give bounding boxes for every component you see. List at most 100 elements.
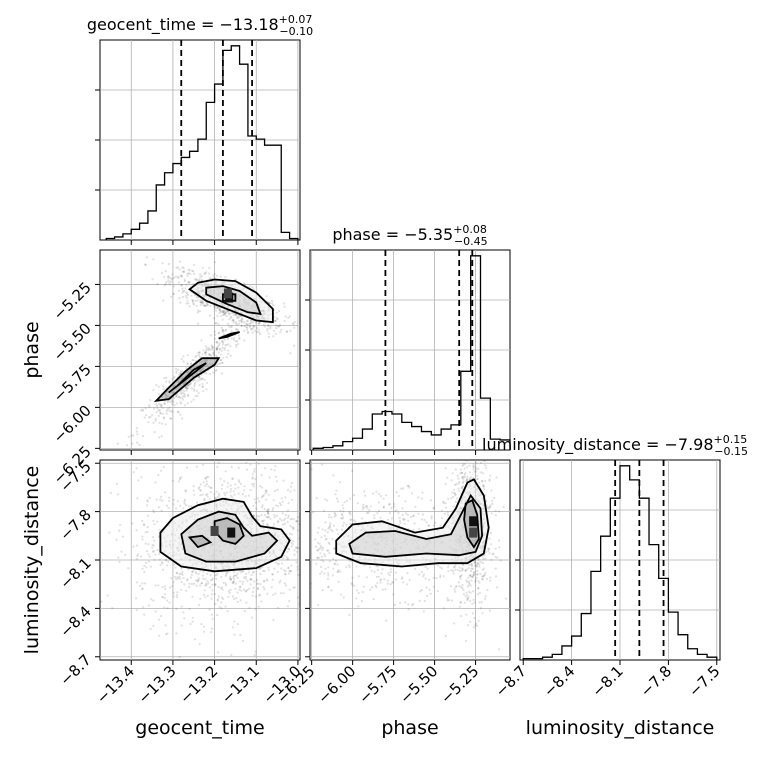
pair-geocent_time-luminosity_distance-sample (180, 572, 183, 575)
pair-geocent_time-luminosity_distance-sample (179, 577, 182, 580)
pair-phase-luminosity_distance-sample (326, 577, 330, 581)
pair-geocent_time-luminosity_distance-sample (158, 558, 161, 561)
pair-phase-luminosity_distance-sample (450, 455, 452, 457)
pair-geocent_time-luminosity_distance-sample (303, 533, 305, 535)
pair-geocent_time-luminosity_distance-sample (283, 582, 286, 585)
pair-phase-luminosity_distance-sample (349, 518, 352, 522)
pair-geocent_time-phase-sample (205, 381, 209, 384)
pair-phase-luminosity_distance-sample (451, 472, 454, 475)
pair-geocent_time-luminosity_distance-sample (210, 613, 213, 616)
pair-geocent_time-phase-sample (195, 279, 198, 282)
pair-phase-luminosity_distance-sample (361, 508, 364, 511)
pair-geocent_time-phase-sample (184, 386, 187, 389)
pair-geocent_time-phase-sample (212, 351, 215, 355)
pair-geocent_time-luminosity_distance-sample (237, 479, 241, 482)
pair-phase-luminosity_distance-sample (491, 502, 494, 505)
pair-phase-luminosity_distance-sample (452, 495, 455, 499)
pair-phase-luminosity_distance-sample (469, 620, 472, 623)
pair-geocent_time-luminosity_distance-sample (161, 499, 164, 502)
pair-phase-luminosity_distance-sample (453, 590, 457, 593)
pair-geocent_time-luminosity_distance-sample (266, 508, 269, 511)
pair-geocent_time-luminosity_distance-sample (254, 595, 258, 598)
pair-phase-luminosity_distance-peak-1 (469, 527, 478, 538)
pair-phase-luminosity_distance-sample (304, 547, 306, 549)
pair-geocent_time-luminosity_distance-sample (251, 476, 254, 479)
pair-geocent_time-phase-sample (276, 324, 279, 328)
pair-geocent_time-luminosity_distance-sample (264, 489, 267, 492)
pair-geocent_time-phase-sample (165, 412, 168, 415)
pair-geocent_time-luminosity_distance-sample (209, 574, 212, 577)
pair-phase-luminosity_distance-sample (325, 537, 328, 540)
pair-phase-luminosity_distance-sample (483, 460, 486, 463)
pair-geocent_time-luminosity_distance-sample (290, 564, 293, 567)
pair-geocent_time-phase-sample (171, 277, 174, 280)
pair-geocent_time-phase-sample (173, 276, 176, 279)
pair-geocent_time-phase-sample (249, 322, 253, 325)
pair-geocent_time-phase-sample (194, 278, 197, 281)
pair-geocent_time-phase-sample (267, 324, 270, 327)
pair-geocent_time-luminosity_distance-sample (266, 510, 269, 513)
pair-geocent_time-luminosity_distance-sample (276, 488, 279, 491)
pair-phase-luminosity_distance-sample (447, 497, 450, 500)
pair-geocent_time-phase-sample (274, 319, 277, 322)
pair-geocent_time-phase-sample (162, 417, 165, 420)
pair-geocent_time-phase-sample (155, 402, 158, 405)
pair-geocent_time-luminosity_distance-sample (232, 576, 235, 579)
pair-geocent_time-luminosity_distance-sample (165, 504, 168, 507)
pair-phase-luminosity_distance-sample (352, 519, 356, 522)
pair-geocent_time-phase-sample (293, 344, 296, 347)
pair-geocent_time-phase-sample (266, 327, 269, 330)
pair-phase-luminosity_distance-sample (488, 547, 491, 551)
pair-geocent_time-phase-sample (192, 359, 195, 362)
pair-geocent_time-phase-sample (245, 320, 248, 323)
pair-phase-luminosity_distance-sample (384, 494, 388, 497)
pair-phase-luminosity_distance-sample (469, 600, 472, 603)
pair-geocent_time-luminosity_distance-sample (224, 493, 227, 497)
pair-geocent_time-luminosity_distance-sample (115, 538, 118, 541)
pair-geocent_time-phase-sample (303, 352, 305, 354)
pair-phase-luminosity_distance-sample (329, 528, 333, 531)
pair-geocent_time-luminosity_distance-sample (180, 605, 183, 608)
pair-geocent_time-luminosity_distance-sample (106, 594, 109, 597)
pair-phase-luminosity_distance-sample (484, 550, 488, 554)
pair-geocent_time-luminosity_distance-sample (283, 569, 286, 572)
pair-geocent_time-phase-sample (218, 342, 221, 345)
pair-geocent_time-phase-sample (262, 323, 265, 326)
pair-phase-luminosity_distance-sample (435, 576, 438, 580)
pair-geocent_time-luminosity_distance-sample (218, 494, 221, 497)
pair-geocent_time-phase-sample (246, 323, 249, 326)
pair-phase-luminosity_distance-sample (429, 592, 432, 595)
pair-geocent_time-phase-sample (197, 392, 200, 395)
pair-geocent_time-phase-sample (213, 353, 216, 356)
pair-geocent_time-luminosity_distance-sample (300, 582, 302, 584)
pair-geocent_time-phase-sample (175, 402, 179, 405)
pair-geocent_time-phase-sample (244, 322, 247, 325)
pair-phase-luminosity_distance-sample (472, 571, 476, 574)
pair-phase-luminosity_distance-sample (403, 518, 406, 521)
pair-phase-luminosity_distance-sample (472, 626, 475, 629)
pair-geocent_time-luminosity_distance-sample (150, 598, 153, 601)
pair-geocent_time-phase-ylabel: phase (21, 321, 43, 378)
pair-geocent_time-luminosity_distance-sample (144, 531, 147, 534)
pair-phase-luminosity_distance-sample (332, 474, 335, 477)
pair-geocent_time-phase-sample (193, 388, 196, 391)
pair-phase-luminosity_distance-sample (466, 585, 469, 588)
pair-phase-luminosity_distance-sample (418, 599, 421, 602)
pair-geocent_time-phase-sample (163, 284, 166, 287)
pair-geocent_time-luminosity_distance-sample (168, 499, 171, 503)
pair-phase-luminosity_distance-sample (482, 575, 485, 578)
pair-geocent_time-phase-sample (197, 296, 200, 299)
pair-geocent_time-luminosity_distance-sample (214, 574, 217, 577)
pair-geocent_time-phase-sample (179, 413, 182, 416)
pair-phase-luminosity_distance-sample (464, 595, 467, 598)
pair-geocent_time-phase-sample (221, 328, 225, 332)
pair-geocent_time-phase-sample (189, 383, 192, 386)
pair-phase-luminosity_distance-sample (434, 521, 437, 525)
pair-geocent_time-luminosity_distance-sample (265, 578, 268, 581)
pair-geocent_time-phase-sample (194, 355, 197, 358)
pair-geocent_time-phase-sample (257, 328, 260, 331)
pair-phase-luminosity_distance-sample (335, 559, 338, 563)
pair-phase-luminosity_distance-sample (484, 464, 487, 467)
